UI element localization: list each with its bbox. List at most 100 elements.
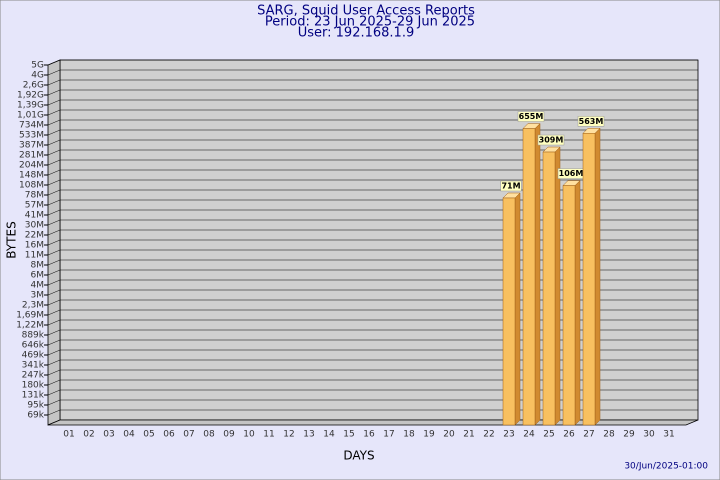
grid-line bbox=[47, 239, 61, 246]
y-tick-label: 4M bbox=[31, 281, 45, 291]
bar-side bbox=[574, 179, 581, 426]
x-tick-label: 29 bbox=[623, 430, 635, 440]
y-tick-label: 4G bbox=[31, 71, 44, 81]
x-tick-label: 31 bbox=[663, 430, 674, 440]
grid-line bbox=[47, 169, 61, 176]
data-label: 71M bbox=[501, 181, 520, 190]
grid-line bbox=[47, 59, 61, 66]
y-tick-label: 95k bbox=[27, 401, 44, 411]
grid-line bbox=[47, 289, 61, 296]
x-tick-label: 24 bbox=[523, 430, 535, 440]
grid-line bbox=[47, 359, 61, 366]
bar-side bbox=[554, 146, 561, 426]
y-tick-label: 1,39G bbox=[17, 101, 44, 111]
y-tick-label: 281M bbox=[19, 151, 44, 161]
y-tick-label: 204M bbox=[19, 161, 44, 171]
grid-line bbox=[47, 369, 61, 376]
grid-line bbox=[47, 69, 61, 76]
grid-line bbox=[47, 149, 61, 156]
y-tick-label: 469k bbox=[22, 351, 45, 361]
bar bbox=[562, 185, 576, 426]
grid-line bbox=[47, 349, 61, 356]
grid-line bbox=[47, 109, 61, 116]
y-tick-label: 69k bbox=[27, 411, 44, 421]
grid-line bbox=[47, 299, 61, 306]
x-tick-label: 07 bbox=[183, 430, 194, 440]
grid-line bbox=[47, 379, 61, 386]
x-tick-label: 26 bbox=[563, 430, 575, 440]
x-tick-label: 08 bbox=[203, 430, 215, 440]
grid-line bbox=[47, 259, 61, 266]
grid-line bbox=[47, 219, 61, 226]
x-tick-label: 12 bbox=[283, 430, 294, 440]
data-label: 563M bbox=[579, 117, 604, 126]
chart-subtitle: Period: 23 Jun 2025-29 Jun 2025 bbox=[265, 15, 475, 30]
y-tick-label: 108M bbox=[19, 181, 44, 191]
grid-line bbox=[47, 159, 61, 166]
chart-title: SARG, Squid User Access Reports bbox=[257, 4, 475, 19]
grid-line bbox=[47, 119, 61, 126]
x-tick-label: 01 bbox=[63, 430, 74, 440]
x-tick-label: 11 bbox=[263, 430, 274, 440]
x-tick-label: 05 bbox=[143, 430, 154, 440]
x-tick-label: 10 bbox=[243, 430, 255, 440]
y-tick-label: 2,3M bbox=[22, 301, 44, 311]
x-tick-label: 03 bbox=[103, 430, 114, 440]
grid-line bbox=[47, 319, 61, 326]
x-tick-label: 30 bbox=[643, 430, 655, 440]
x-tick-label: 15 bbox=[343, 430, 354, 440]
y-tick-label: 11M bbox=[25, 251, 44, 261]
grid-line bbox=[47, 189, 61, 196]
x-tick-label: 18 bbox=[403, 430, 415, 440]
data-label-box bbox=[517, 111, 545, 122]
grid-line bbox=[47, 139, 61, 146]
y-tick-label: 8M bbox=[31, 261, 45, 271]
bar-side bbox=[594, 127, 601, 426]
y-tick-label: 22M bbox=[25, 231, 44, 241]
grid-line bbox=[47, 199, 61, 206]
x-tick-label: 20 bbox=[443, 430, 455, 440]
grid-line bbox=[47, 79, 61, 86]
x-tick-label: 16 bbox=[363, 430, 375, 440]
chart-user: User: 192.168.1.9 bbox=[298, 26, 414, 41]
y-tick-label: 734M bbox=[19, 121, 44, 131]
floor bbox=[47, 419, 699, 426]
grid-line bbox=[47, 329, 61, 336]
footer: 30/Jun/2025-01:00 bbox=[624, 462, 708, 472]
y-tick-label: 6M bbox=[31, 271, 45, 281]
grid-line bbox=[47, 89, 61, 96]
y-tick-label: 646k bbox=[22, 341, 45, 351]
y-tick-label: 148M bbox=[19, 171, 44, 181]
y-tick-label: 3M bbox=[31, 291, 45, 301]
grid-line bbox=[47, 209, 61, 216]
grid-line bbox=[47, 279, 61, 286]
y-tick-label: 247k bbox=[22, 371, 45, 381]
y-tick-label: 1,22M bbox=[16, 321, 44, 331]
y-tick-label: 2,6G bbox=[23, 81, 44, 91]
x-tick-label: 13 bbox=[303, 430, 314, 440]
data-label-box bbox=[537, 134, 565, 146]
y-tick-label: 5G bbox=[31, 61, 44, 71]
x-axis-label: DAYS bbox=[343, 449, 374, 463]
bar-side bbox=[514, 192, 521, 426]
x-tick-label: 09 bbox=[223, 430, 235, 440]
x-tick-label: 27 bbox=[583, 430, 594, 440]
x-tick-label: 17 bbox=[383, 430, 394, 440]
x-tick-label: 02 bbox=[83, 430, 94, 440]
y-tick-label: 889k bbox=[22, 331, 45, 341]
y-tick-label: 180k bbox=[22, 381, 45, 391]
grid-line bbox=[47, 409, 61, 416]
y-tick-label: 533M bbox=[19, 131, 44, 141]
grid-line bbox=[47, 389, 61, 396]
y-tick-label: 30M bbox=[25, 221, 44, 231]
y-tick-label: 1,69M bbox=[16, 311, 44, 321]
data-label-box bbox=[577, 116, 605, 127]
x-tick-label: 14 bbox=[323, 430, 335, 440]
data-label: 655M bbox=[519, 112, 544, 121]
data-label: 309M bbox=[539, 136, 564, 145]
grid-line bbox=[47, 249, 61, 256]
y-tick-label: 387M bbox=[19, 141, 44, 151]
x-tick-label: 04 bbox=[123, 430, 135, 440]
y-tick-label: 131k bbox=[22, 391, 45, 401]
